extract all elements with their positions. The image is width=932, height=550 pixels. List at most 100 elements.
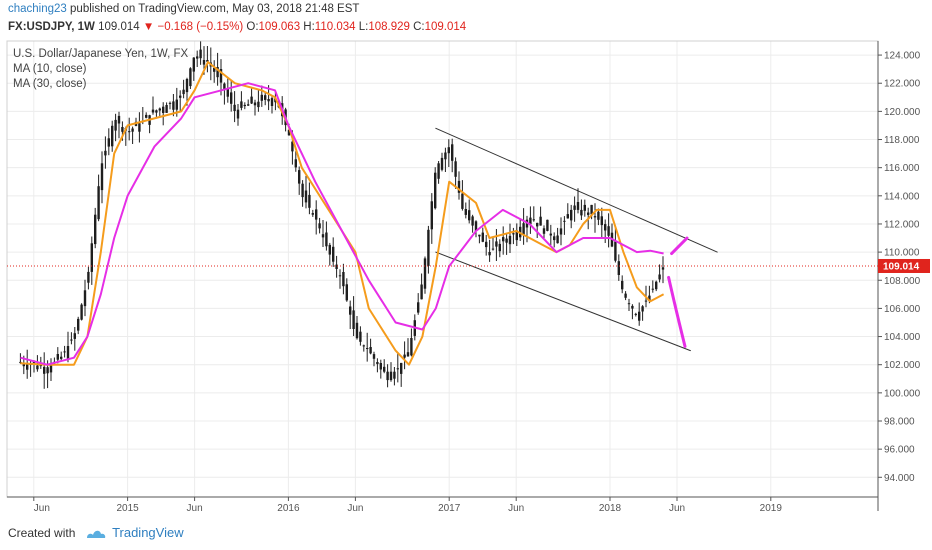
candle-body: [400, 362, 403, 374]
candle-body: [199, 49, 202, 59]
candle-body: [304, 190, 308, 203]
candle-body: [335, 264, 338, 269]
tradingview-logo-icon: [86, 531, 105, 539]
candle-body: [155, 110, 158, 113]
close-label: C:: [413, 21, 425, 33]
candle-body: [172, 101, 175, 110]
candle-body: [94, 214, 97, 245]
candle-body: [624, 293, 627, 298]
candle-body: [522, 223, 525, 236]
candle-body: [216, 67, 219, 78]
candle-body: [631, 305, 634, 309]
price-candles: [19, 41, 665, 389]
x-tick-label: 2015: [116, 503, 139, 514]
y-tick-label: 102.000: [884, 360, 921, 371]
candle-body: [223, 83, 226, 90]
candle-body: [570, 209, 573, 221]
candle-body: [100, 163, 104, 191]
low-label: L:: [358, 21, 369, 33]
candle-body: [70, 339, 73, 341]
candle-body: [471, 216, 474, 226]
price-change: −0.168 (−0.15%): [157, 21, 244, 33]
chart-series: [19, 41, 718, 389]
candle-body: [355, 322, 359, 339]
candle-body: [301, 183, 304, 198]
candle-body: [342, 272, 345, 287]
candle-body: [196, 56, 199, 59]
open-label: O:: [246, 21, 259, 33]
candle-body: [175, 99, 178, 110]
candle-body: [338, 275, 342, 277]
candle-body: [457, 180, 461, 193]
author-link[interactable]: chaching23: [8, 3, 67, 15]
candle-body: [661, 267, 665, 270]
candle-body: [26, 363, 29, 370]
legend-ma10[interactable]: MA (10, close): [13, 63, 87, 75]
last-price-label: 109.014: [883, 261, 920, 272]
candle-body: [386, 371, 389, 381]
candle-body: [440, 157, 444, 170]
candle-body: [454, 161, 457, 177]
candle-body: [389, 371, 393, 381]
candle-body: [226, 88, 229, 97]
x-tick-label: 2016: [277, 503, 300, 514]
y-tick-label: 122.000: [884, 79, 921, 90]
candle-body: [393, 371, 396, 379]
candle-body: [423, 258, 427, 289]
candle-body: [474, 221, 478, 231]
candle-body: [583, 204, 586, 211]
candle-body: [566, 214, 569, 219]
candle-body: [77, 318, 80, 331]
candle-body: [230, 92, 233, 104]
candle-body: [206, 60, 209, 62]
candle-body: [478, 234, 481, 237]
candle-body: [43, 366, 46, 374]
quote-bar: FX:USDJPY, 1W 109.014 ▼ −0.168 (−0.15%) …: [8, 18, 466, 36]
candle-body: [468, 210, 471, 221]
candle-body: [60, 356, 63, 359]
candle-body: [179, 95, 182, 98]
y-tick-label: 120.000: [884, 107, 921, 118]
y-tick-label: 124.000: [884, 51, 921, 62]
plot-frame: [6, 40, 879, 498]
candle-body: [90, 243, 93, 272]
candle-body: [529, 217, 532, 225]
candle-body: [556, 235, 559, 244]
legend-ma30[interactable]: MA (30, close): [13, 78, 87, 90]
high-label: H:: [303, 21, 315, 33]
candle-body: [36, 365, 39, 370]
candle-body: [315, 209, 318, 220]
candle-body: [634, 313, 637, 315]
candle-body: [213, 67, 216, 72]
candle-body: [434, 172, 437, 209]
candle-body: [182, 89, 185, 95]
candle-body: [73, 333, 76, 339]
ma30-line: [20, 82, 664, 366]
candle-body: [447, 147, 450, 154]
candle-body: [189, 68, 192, 87]
symbol-label: FX:USDJPY, 1W: [8, 21, 95, 33]
candle-body: [559, 228, 563, 235]
x-tick-label: 2018: [599, 503, 622, 514]
x-tick-label: 2019: [760, 503, 783, 514]
candle-body: [294, 159, 297, 168]
open-value: 109.063: [258, 21, 301, 33]
chart-legend: U.S. Dollar/Japanese Yen, 1W, FX MA (10,…: [13, 47, 188, 92]
candle-body: [614, 241, 617, 261]
candle-body: [396, 368, 399, 370]
last-price: 109.014: [98, 21, 140, 33]
candle-body: [372, 354, 376, 359]
candle-body: [298, 170, 301, 184]
candle-body: [461, 193, 464, 209]
tradingview-link[interactable]: TradingView: [112, 525, 184, 540]
candle-body: [311, 213, 314, 215]
candle-body: [600, 216, 603, 226]
candle-body: [410, 338, 413, 356]
candle-body: [621, 280, 624, 290]
candle-body: [328, 244, 331, 255]
candle-body: [308, 194, 311, 208]
candle-body: [80, 304, 83, 320]
candle-body: [655, 281, 658, 290]
candle-body: [383, 366, 386, 372]
